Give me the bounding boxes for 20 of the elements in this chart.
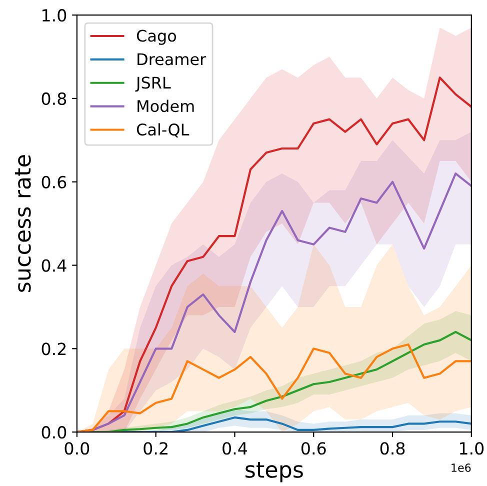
y-tick-label: 0.8 <box>42 92 66 106</box>
y-tick-label: 0.4 <box>42 259 66 272</box>
x-tick-label: 1.0 <box>460 442 484 455</box>
x-tick-label: 0.2 <box>144 442 168 455</box>
y-tick-label: 0.0 <box>42 426 66 439</box>
x-tick-label: 0.4 <box>222 442 248 455</box>
x-tick-label: 0.6 <box>301 442 326 455</box>
y-tick-label: 0.2 <box>42 342 66 356</box>
x-tick-label: 0.8 <box>380 442 405 455</box>
y-axis-title: success rate <box>14 155 31 292</box>
y-tick-label: 1.0 <box>42 9 66 22</box>
legend-label: Modem <box>138 100 194 112</box>
legend-label: Dreamer <box>138 53 206 66</box>
text: 1e6 <box>452 464 471 472</box>
x-tick-label: 0.0 <box>64 442 90 455</box>
y-tick-label: 0.6 <box>42 176 66 188</box>
legend-label: JSRL <box>135 76 171 92</box>
legend-label: Cago <box>136 30 176 45</box>
legend-label: Cal-QL <box>136 123 190 138</box>
x-axis-title: steps <box>246 462 303 482</box>
